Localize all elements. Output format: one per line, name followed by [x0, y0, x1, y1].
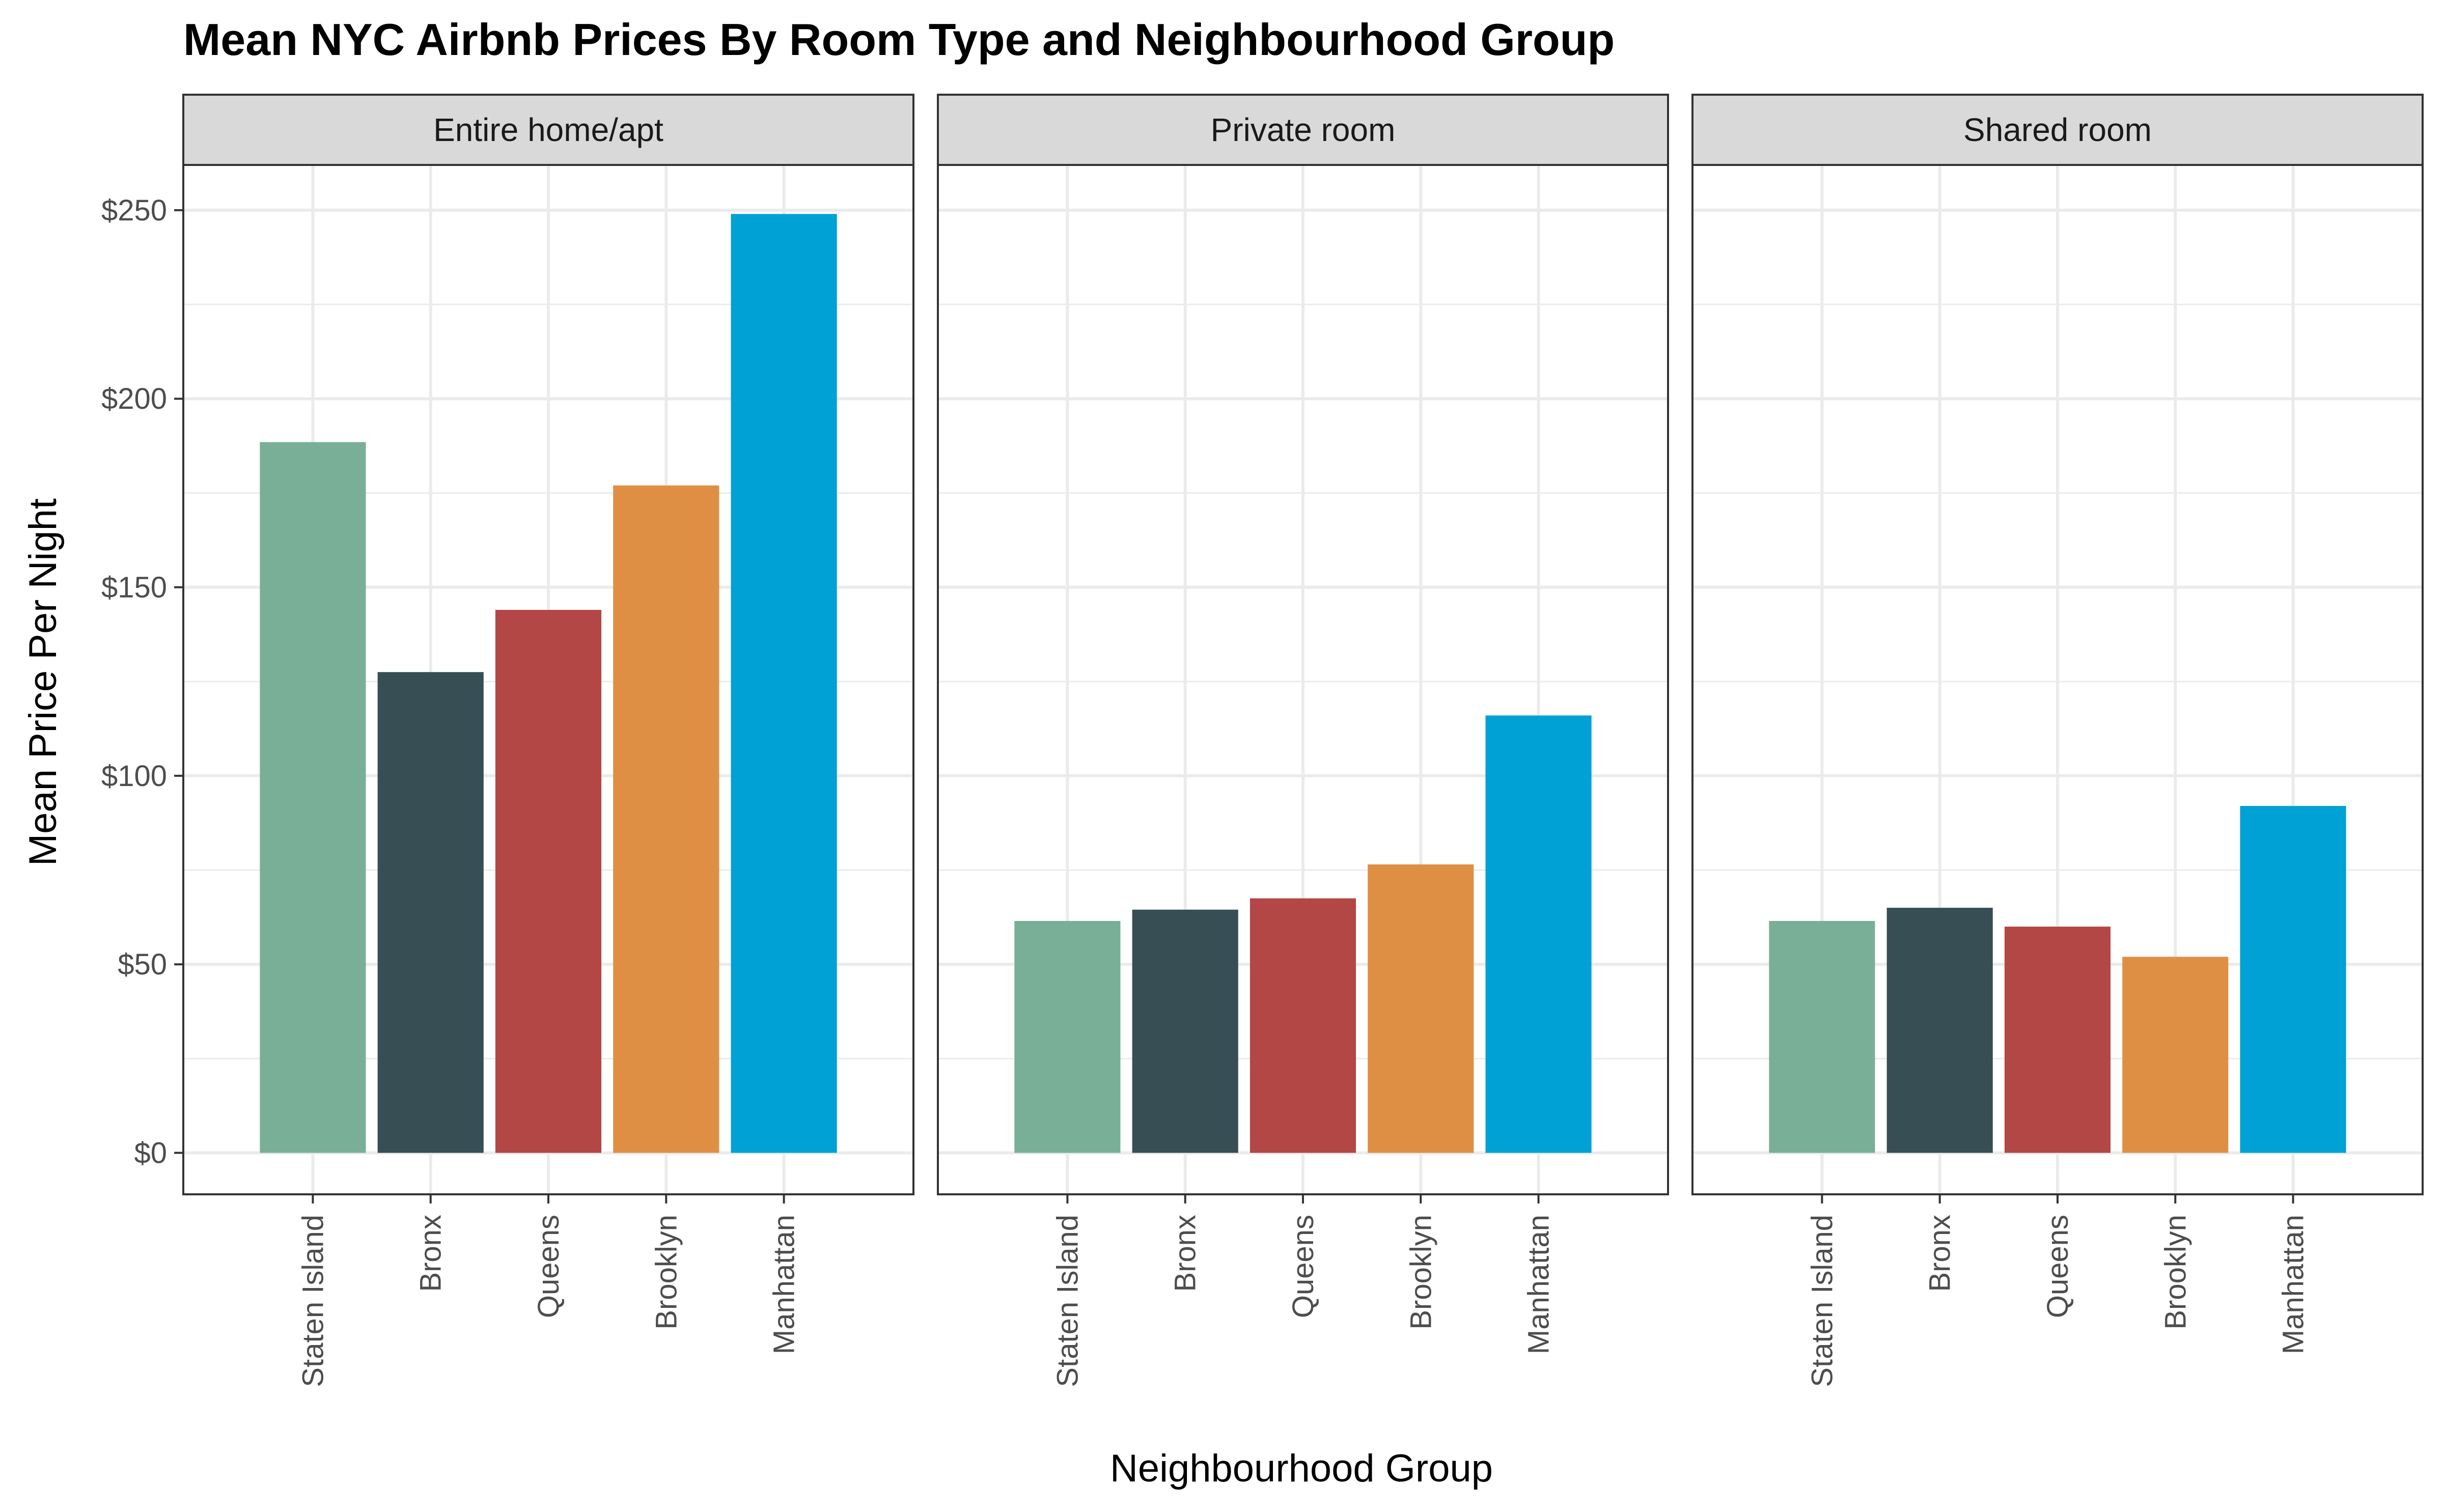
y-tick-label: $50	[118, 948, 167, 981]
y-tick-label: $200	[101, 382, 167, 415]
facet-strip	[182, 94, 914, 166]
bar-shared-room-manhattan	[2240, 806, 2346, 1153]
bar-shared-room-brooklyn	[2122, 957, 2229, 1153]
facet-strip-label: Entire home/apt	[433, 111, 663, 148]
facet-strip-label: Private room	[1211, 111, 1396, 148]
bar-shared-room-bronx	[1886, 908, 1993, 1153]
bar-entire-home-apt-brooklyn	[613, 485, 719, 1153]
y-tick-label: $250	[101, 194, 167, 227]
bar-shared-room-queens	[2004, 927, 2111, 1153]
bar-entire-home-apt-bronx	[377, 672, 484, 1153]
x-tick-label: Brooklyn	[2159, 1215, 2192, 1330]
bar-private-room-staten-island	[1014, 921, 1121, 1153]
bar-entire-home-apt-staten-island	[260, 442, 366, 1153]
x-tick-label: Manhattan	[2277, 1215, 2310, 1354]
y-tick-label: $150	[101, 571, 167, 604]
panels: Entire home/apt Staten Island Bronx Queens B…	[182, 94, 2424, 1387]
panel-shared-room: Shared room Staten Island Bronx Queens Brook…	[1691, 94, 2424, 1387]
bar-private-room-bronx	[1132, 909, 1238, 1153]
x-tick-label: Bronx	[1924, 1215, 1957, 1292]
x-tick-label: Brooklyn	[650, 1215, 683, 1330]
x-tick-label: Manhattan	[768, 1215, 801, 1354]
x-tick-label: Queens	[2041, 1215, 2074, 1318]
bar-private-room-queens	[1249, 898, 1356, 1153]
x-tick-label: Queens	[532, 1215, 565, 1318]
y-tick-label: $100	[101, 760, 167, 793]
x-tick-label: Bronx	[414, 1215, 448, 1292]
panel-entire-home-apt: Entire home/apt Staten Island Bronx Queens B…	[182, 94, 914, 1387]
x-tick-label: Staten Island	[296, 1215, 329, 1387]
x-tick-label: Staten Island	[1806, 1215, 1839, 1387]
x-tick-label: Staten Island	[1051, 1215, 1084, 1387]
x-tick-label: Queens	[1287, 1215, 1320, 1318]
x-tick-label: Bronx	[1169, 1215, 1202, 1292]
bar-shared-room-staten-island	[1769, 921, 1875, 1153]
bar-private-room-manhattan	[1485, 715, 1592, 1153]
bar-entire-home-apt-queens	[495, 609, 602, 1153]
x-axis-title: Neighbourhood Group	[1110, 1447, 1493, 1490]
x-tick-label: Manhattan	[1522, 1215, 1556, 1354]
chart-title: Mean NYC Airbnb Prices By Room Type and …	[183, 14, 1615, 65]
x-tick-label: Brooklyn	[1404, 1215, 1437, 1330]
y-axis: $0 $50 $100 $150 $200 $250	[101, 194, 183, 1170]
y-axis-title: Mean Price Per Night	[21, 498, 65, 866]
y-tick-label: $0	[134, 1137, 167, 1170]
bar-entire-home-apt-manhattan	[731, 214, 837, 1153]
facet-strip-label: Shared room	[1963, 111, 2152, 148]
panel-private-room: Private room Staten Island Bronx Queens Broo…	[937, 94, 1669, 1387]
facet-strip	[1691, 94, 2424, 166]
bar-private-room-brooklyn	[1368, 864, 1474, 1153]
facet-strip	[937, 94, 1669, 166]
